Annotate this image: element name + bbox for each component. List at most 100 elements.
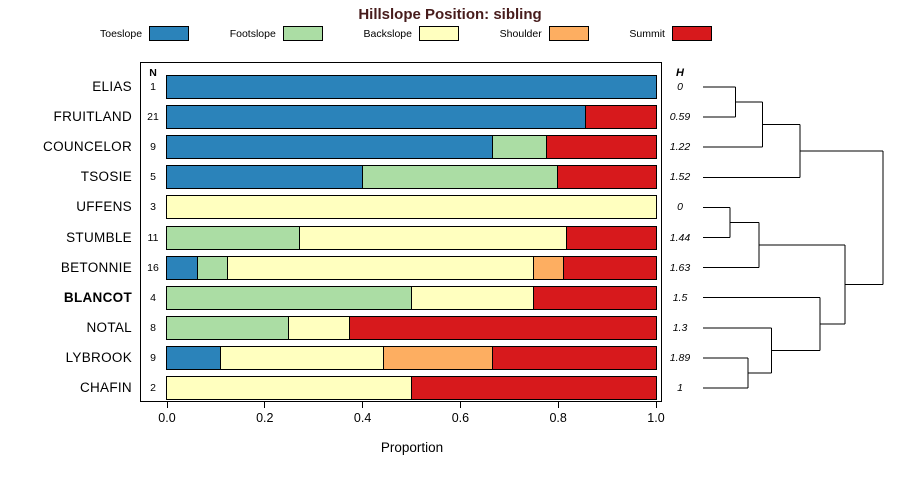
bar-segment-summit — [533, 286, 656, 309]
shannon-h-value: 1.22 — [669, 141, 691, 154]
bar-segment-summit — [558, 166, 656, 189]
stacked-bar — [166, 105, 657, 130]
legend-label: Toeslope — [100, 27, 143, 40]
x-axis-tick — [362, 402, 364, 408]
stacked-bar — [166, 225, 657, 250]
x-axis-tick-label: 0.2 — [256, 411, 274, 425]
x-axis-tick — [557, 402, 559, 408]
legend-label: Backslope — [363, 27, 412, 40]
x-axis-tick — [166, 402, 168, 408]
legend-swatch-footslope — [282, 26, 323, 41]
bar-segment-shoulder — [533, 256, 565, 279]
row-label: COUNCELOR — [43, 139, 132, 155]
x-axis-tick — [459, 402, 461, 408]
row-label: FRUITLAND — [53, 109, 132, 125]
shannon-h-value: 1.3 — [672, 321, 688, 334]
bar-segment-summit — [586, 106, 656, 129]
shannon-h-value: 0 — [677, 81, 683, 93]
row-label: NOTAL — [86, 319, 132, 335]
bar-segment-backslope — [221, 346, 385, 369]
x-axis-tick-label: 0.0 — [158, 411, 176, 425]
shannon-h-value: 1.52 — [669, 171, 691, 184]
legend-label: Footslope — [229, 27, 276, 40]
shannon-h-value: 0 — [677, 201, 683, 214]
stacked-bar — [166, 75, 657, 99]
n-value: 9 — [150, 141, 156, 154]
n-value: 4 — [150, 291, 156, 304]
bar-segment-backslope — [167, 377, 412, 399]
stacked-bar — [166, 165, 657, 190]
shannon-h-value: 1.89 — [669, 351, 691, 364]
stacked-bar — [166, 376, 657, 400]
shannon-h-value: 1 — [677, 382, 683, 394]
row-label: BLANCOT — [63, 289, 132, 305]
dendrogram — [703, 86, 884, 389]
stacked-bar — [166, 255, 657, 280]
stacked-bar — [166, 195, 657, 220]
n-value: 16 — [147, 261, 159, 274]
n-value: 8 — [150, 321, 156, 334]
n-value: 21 — [147, 111, 159, 124]
bar-segment-summit — [411, 377, 656, 399]
bar-segment-summit — [492, 346, 656, 369]
bar-segment-toeslope — [167, 136, 494, 159]
bar-segment-backslope — [289, 316, 351, 339]
legend-item-shoulder: Shoulder — [500, 26, 589, 41]
bar-segment-footslope — [362, 166, 559, 189]
stacked-bar — [166, 345, 657, 370]
x-axis-tick-label: 0.8 — [549, 411, 567, 425]
x-axis-label: Proportion — [380, 440, 444, 455]
shannon-h-value: 1.63 — [669, 261, 691, 274]
stacked-bar — [166, 285, 657, 310]
shannon-h-value: 1.44 — [669, 231, 691, 244]
n-value: 2 — [150, 382, 156, 394]
row-label: BETONNIE — [60, 259, 132, 275]
bar-segment-summit — [547, 136, 656, 159]
row-label: ELIAS — [92, 79, 132, 94]
legend-label: Summit — [629, 27, 665, 40]
n-value: 11 — [147, 231, 159, 244]
n-value: 1 — [150, 81, 156, 93]
bar-segment-backslope — [411, 286, 534, 309]
bar-segment-toeslope — [167, 106, 587, 129]
legend-item-summit: Summit — [629, 26, 712, 41]
bar-segment-footslope — [167, 286, 412, 309]
n-column-header: N — [149, 67, 157, 79]
row-label: UFFENS — [76, 199, 132, 215]
bar-segment-backslope — [167, 196, 656, 219]
x-axis-tick-label: 1.0 — [647, 411, 665, 425]
legend-item-footslope: Footslope — [230, 26, 323, 41]
chart-title: Hillslope Position: sibling — [358, 6, 542, 23]
row-label: CHAFIN — [79, 380, 132, 395]
n-value: 9 — [150, 351, 156, 364]
bar-segment-footslope — [493, 136, 548, 159]
row-label: STUMBLE — [66, 229, 132, 245]
bar-segment-toeslope — [167, 76, 656, 98]
legend-swatch-toeslope — [149, 26, 190, 41]
legend: Toeslope Footslope Backslope Shoulder Summit — [100, 26, 712, 41]
shannon-h-value: 0.59 — [669, 111, 691, 124]
x-axis-tick — [264, 402, 266, 408]
bar-segment-toeslope — [167, 166, 363, 189]
bar-segment-summit — [567, 226, 656, 249]
n-value: 5 — [150, 171, 156, 184]
bar-segment-shoulder — [384, 346, 493, 369]
bar-segment-footslope — [167, 226, 301, 249]
legend-label: Shoulder — [499, 27, 542, 40]
bar-segment-footslope — [167, 316, 290, 339]
legend-swatch-backslope — [418, 26, 459, 41]
bar-segment-toeslope — [167, 346, 222, 369]
row-label: LYBROOK — [65, 349, 132, 365]
bar-segment-footslope — [197, 256, 229, 279]
bar-segment-backslope — [228, 256, 534, 279]
h-column-header: H — [676, 67, 684, 79]
stacked-bar — [166, 315, 657, 340]
row-label: TSOSIE — [80, 169, 132, 185]
shannon-h-value: 1.5 — [672, 291, 688, 304]
x-axis-tick-label: 0.6 — [451, 411, 470, 425]
bar-segment-summit — [564, 256, 656, 279]
legend-swatch-shoulder — [548, 26, 589, 41]
legend-swatch-summit — [671, 26, 712, 41]
plot-frame — [140, 62, 662, 402]
